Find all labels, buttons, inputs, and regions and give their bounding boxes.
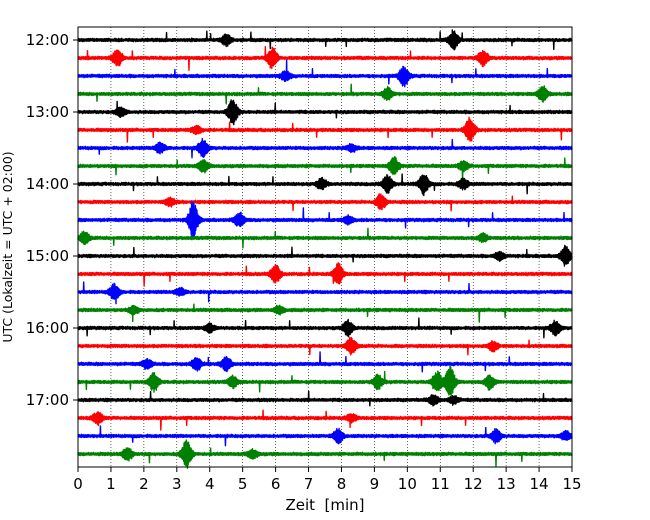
trace-1415 — [77, 193, 573, 212]
x-tick-label: 11 — [431, 475, 450, 493]
x-tick-label: 0 — [73, 475, 83, 493]
trace-1645 — [77, 365, 573, 397]
y-axis-label: UTC (Lokalzeit = UTC + 02:00) — [0, 151, 15, 342]
trace-1400 — [77, 173, 573, 197]
x-tick-label: 5 — [238, 475, 248, 493]
trace-1200 — [77, 29, 573, 51]
x-tick-label: 10 — [398, 475, 417, 493]
x-tick-label: 15 — [562, 475, 581, 493]
x-tick-label: 2 — [139, 475, 149, 493]
trace-1215 — [77, 46, 573, 71]
trace-1230 — [77, 59, 573, 88]
x-tick-label: 3 — [172, 475, 182, 493]
trace-1430 — [77, 200, 573, 238]
trace-1615 — [77, 336, 573, 356]
trace-1700 — [77, 390, 573, 407]
y-tick-label: 15:00 — [26, 247, 69, 265]
y-tick-label: 14:00 — [26, 175, 69, 193]
trace-1315 — [77, 116, 573, 143]
y-tick-label: 12:00 — [26, 31, 69, 49]
x-tick-label: 12 — [464, 475, 483, 493]
y-tick-label: 16:00 — [26, 319, 69, 337]
y-tick-label: 17:00 — [26, 391, 69, 409]
trace-1545 — [77, 303, 573, 323]
trace-1730 — [77, 425, 573, 447]
trace-1530 — [77, 281, 573, 305]
x-tick-label: 9 — [370, 475, 380, 493]
x-tick-label: 1 — [106, 475, 116, 493]
x-tick-label: 14 — [530, 475, 549, 493]
x-axis-ticks: 0 1 2 3 4 5 6 7 8 9 10 11 12 13 14 15 — [73, 467, 582, 493]
x-tick-label: 8 — [337, 475, 347, 493]
trace-1500 — [77, 244, 573, 267]
trace-1300 — [77, 99, 573, 126]
seismic-traces — [77, 29, 573, 469]
x-tick-label: 7 — [304, 475, 314, 493]
trace-1330 — [77, 137, 573, 159]
x-tick-label: 4 — [205, 475, 215, 493]
plot-background — [78, 27, 572, 467]
plot-frame — [77, 26, 573, 468]
trace-1600 — [77, 317, 573, 339]
trace-1345 — [77, 156, 573, 183]
trace-1515 — [77, 262, 573, 287]
x-tick-label: 6 — [271, 475, 281, 493]
trace-1745 — [77, 439, 573, 469]
trace-1715 — [77, 409, 573, 431]
x-tick-label: 13 — [497, 475, 516, 493]
y-tick-label: 13:00 — [26, 103, 69, 121]
trace-1245 — [77, 83, 573, 105]
y-axis-ticks: 12:00 13:00 14:00 15:00 16:00 17:00 — [26, 31, 78, 409]
trace-1630 — [77, 351, 573, 373]
x-axis-label: Zeit [min] — [285, 496, 364, 514]
trace-1445 — [77, 227, 573, 249]
